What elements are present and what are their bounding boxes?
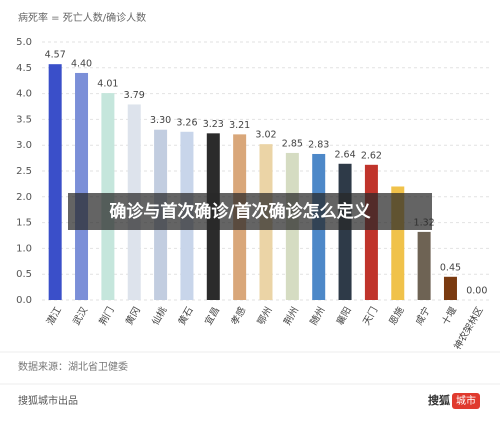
value-label: 0.45 xyxy=(440,262,461,273)
value-label: 3.23 xyxy=(203,119,224,130)
y-tick-label: 1.5 xyxy=(16,218,32,229)
y-tick-label: 4.0 xyxy=(16,89,32,100)
x-tick-label: 仙桃 xyxy=(149,304,169,327)
source: 数据来源：湖北省卫健委 xyxy=(18,360,128,373)
y-tick-label: 3.5 xyxy=(16,114,32,125)
x-tick-label: 鄂州 xyxy=(256,305,275,327)
y-tick-label: 2.0 xyxy=(16,192,32,203)
chart-title: 病死率 = 死亡人数/确诊人数 xyxy=(18,11,146,24)
y-tick-label: 2.5 xyxy=(16,166,32,177)
logo-badge-text: 城市 xyxy=(456,394,476,407)
x-tick-label: 潜江 xyxy=(44,304,64,327)
x-tick-label: 孝感 xyxy=(229,304,249,327)
value-label: 2.62 xyxy=(361,150,382,161)
value-label: 2.83 xyxy=(308,139,329,150)
y-tick-label: 0.0 xyxy=(16,295,32,306)
value-label: 0.00 xyxy=(466,286,487,297)
x-tick-label: 荆州 xyxy=(281,305,301,327)
value-label: 2.85 xyxy=(282,138,303,149)
value-label: 3.02 xyxy=(255,130,276,141)
x-tick-label: 十堰 xyxy=(439,304,459,327)
value-label: 3.26 xyxy=(176,117,197,128)
value-label: 4.01 xyxy=(97,79,118,90)
x-tick-label: 襄阳 xyxy=(334,305,354,327)
value-label: 2.64 xyxy=(334,149,355,160)
x-tick-label: 荆门 xyxy=(97,305,117,327)
credit: 搜狐城市出品 xyxy=(18,394,78,407)
value-label: 3.79 xyxy=(124,90,145,101)
value-label: 4.40 xyxy=(71,58,92,69)
x-tick-label: 武汉 xyxy=(70,304,90,327)
x-tick-label: 恩施 xyxy=(387,304,407,327)
bar xyxy=(75,72,89,301)
banner-text: 确诊与首次确诊/首次确诊怎么定义 xyxy=(109,201,370,222)
bar xyxy=(48,64,62,300)
bar xyxy=(338,163,352,300)
bar xyxy=(443,276,457,300)
y-tick-label: 0.5 xyxy=(16,269,32,280)
logo-badge xyxy=(452,393,480,409)
y-tick-label: 4.5 xyxy=(16,63,32,74)
y-tick-label: 5.0 xyxy=(16,37,32,48)
value-label: 3.30 xyxy=(150,115,171,126)
bar xyxy=(417,231,431,300)
value-label: 4.57 xyxy=(45,50,66,61)
bar xyxy=(364,164,378,300)
y-tick-label: 3.0 xyxy=(16,140,32,151)
banner-bg xyxy=(68,193,432,230)
x-tick-label: 宜昌 xyxy=(202,305,222,327)
x-tick-label: 黄冈 xyxy=(123,305,143,327)
logo-text: 搜狐 xyxy=(428,393,450,407)
x-tick-label: 随州 xyxy=(308,305,328,327)
x-tick-label: 黄石 xyxy=(176,305,196,327)
y-tick-label: 1.0 xyxy=(16,243,32,254)
x-tick-label: 咸宁 xyxy=(413,305,433,327)
value-label: 3.21 xyxy=(229,120,250,131)
x-tick-label: 天门 xyxy=(360,305,380,327)
